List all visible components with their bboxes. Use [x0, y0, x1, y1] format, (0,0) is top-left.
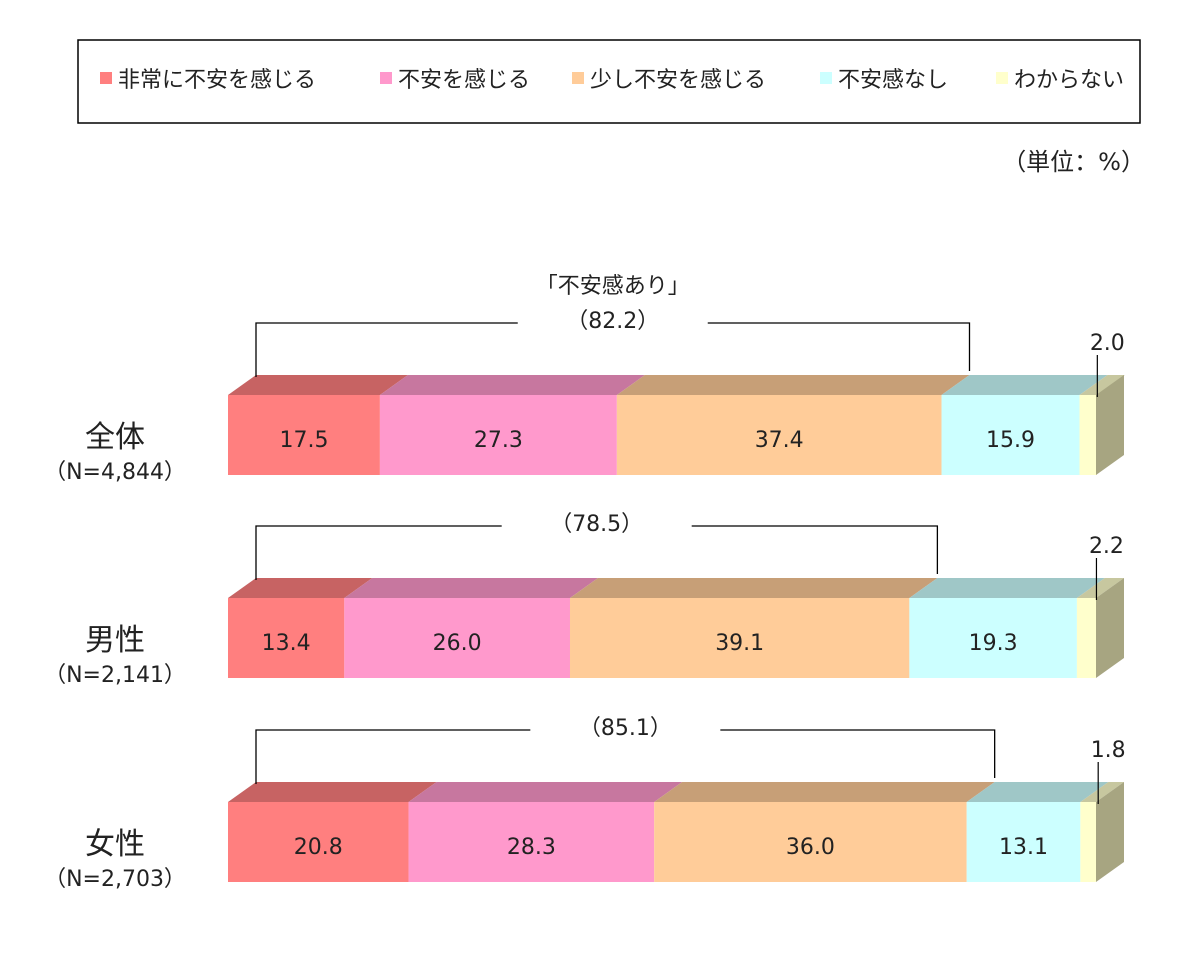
bar-segment	[228, 802, 409, 882]
bar-segment-top	[379, 375, 645, 395]
value-label: 1.8	[1091, 738, 1126, 763]
legend-box	[77, 39, 1141, 124]
bar-segment-top	[1076, 578, 1124, 598]
value-label: 37.4	[755, 428, 804, 453]
value-label: 39.1	[715, 631, 764, 656]
value-label: 13.1	[999, 835, 1048, 860]
bar-side-face	[1096, 782, 1124, 882]
value-label: 27.3	[474, 428, 523, 453]
bar-side-face	[1096, 375, 1124, 475]
legend: 非常に不安を感じる 不安を感じる 少し不安を感じる 不安感なし わからない	[77, 39, 1141, 124]
legend-label: 少し不安を感じる	[590, 68, 766, 93]
bars-area: 全体 （N=4,844） 17.5 27.3 37.4 15.9 2.0 （82.2） 「不安感…	[44, 274, 1126, 892]
value-label: 13.4	[262, 631, 311, 656]
bar-segment	[941, 395, 1080, 475]
unit-note: （単位：%）	[1002, 148, 1145, 176]
legend-swatch	[820, 72, 832, 84]
legend-label: 非常に不安を感じる	[118, 68, 316, 93]
bar-segment-top	[1080, 782, 1124, 802]
bar-segment-top	[344, 578, 598, 598]
legend-label: 不安感なし	[838, 68, 948, 93]
bracket-label: （85.1）	[579, 716, 672, 741]
value-label: 19.3	[969, 631, 1018, 656]
value-label: 36.0	[786, 835, 835, 860]
bar-segment	[909, 598, 1077, 678]
bar-segment	[379, 395, 617, 475]
legend-swatch	[996, 72, 1008, 84]
bar-segment-top	[569, 578, 938, 598]
legend-label: わからない	[1014, 68, 1124, 93]
bar-segment	[408, 802, 655, 882]
bracket-line	[707, 322, 971, 371]
category-n-label: （N=2,141）	[44, 663, 186, 688]
legend-swatch	[100, 72, 112, 84]
bracket-line	[691, 525, 939, 574]
bar-segment-top	[228, 375, 408, 395]
bracket-label: （82.2）	[566, 309, 659, 334]
bar-segment	[1076, 598, 1096, 678]
legend-swatch	[572, 72, 584, 84]
value-label: 17.5	[279, 428, 328, 453]
value-label: 28.3	[507, 835, 556, 860]
bar-segment	[1080, 802, 1096, 882]
bar-segment-top	[228, 578, 373, 598]
legend-label: 不安を感じる	[398, 68, 530, 93]
bar-segment	[228, 598, 345, 678]
bar-side-face	[1096, 578, 1124, 678]
category-n-label: （N=4,844）	[44, 460, 186, 485]
bracket-line	[255, 322, 518, 377]
value-label: 2.0	[1090, 331, 1125, 356]
category-label: 女性	[85, 827, 145, 862]
bracket-line	[255, 525, 502, 580]
bar-segment	[344, 598, 570, 678]
bar-segment-top	[941, 375, 1108, 395]
bar-segment-top	[1079, 375, 1125, 395]
bar-segment-top	[909, 578, 1105, 598]
bar-segment-top	[228, 782, 437, 802]
bar-segment-top	[966, 782, 1109, 802]
bar-segment-top	[408, 782, 683, 802]
bracket-label: （78.5）	[550, 512, 643, 537]
bar-segment	[569, 598, 910, 678]
bar-segment	[654, 802, 967, 882]
bar-segment	[966, 802, 1081, 882]
bar-segment	[616, 395, 942, 475]
bar-row: 女性 （N=2,703） 20.8 28.3 36.0 13.1 1.8 （85.1）	[44, 716, 1126, 892]
bracket-line	[255, 729, 531, 784]
value-label: 20.8	[294, 835, 343, 860]
bar-segment-top	[654, 782, 995, 802]
bracket-line	[720, 729, 996, 778]
bar-segment-top	[616, 375, 970, 395]
bar-row: 男性 （N=2,141） 13.4 26.0 39.1 19.3 2.2 （78.5）	[44, 512, 1124, 688]
category-label: 全体	[85, 420, 145, 455]
legend-swatch	[380, 72, 392, 84]
bar-segment	[228, 395, 380, 475]
bar-segment	[1079, 395, 1097, 475]
category-label: 男性	[85, 623, 145, 658]
bracket-title: 「不安感あり」	[536, 274, 690, 299]
bar-row: 全体 （N=4,844） 17.5 27.3 37.4 15.9 2.0 （82.2） 「不安感…	[44, 274, 1125, 485]
category-n-label: （N=2,703）	[44, 867, 186, 892]
value-label: 26.0	[433, 631, 482, 656]
value-label: 15.9	[986, 428, 1035, 453]
value-label: 2.2	[1089, 534, 1124, 559]
